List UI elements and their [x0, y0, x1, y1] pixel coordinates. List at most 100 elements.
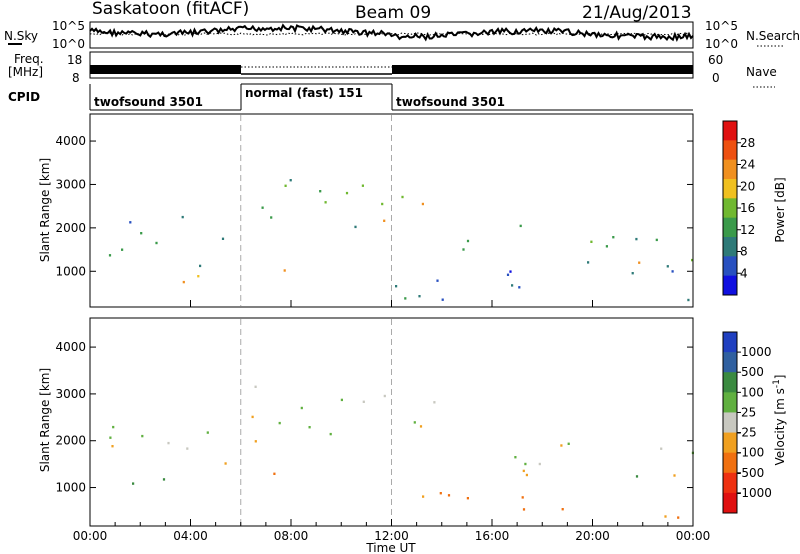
- nave-label: Nave: [746, 65, 777, 79]
- colorbar-tick-label: 500: [741, 365, 764, 379]
- scatter-cell-r5: [519, 224, 522, 228]
- scatter-cell-r5: [660, 447, 663, 450]
- scatter-cell-r0: [224, 462, 227, 465]
- velocity-y-axis: 1000 2000 3000 4000: [55, 340, 693, 495]
- scatter-cell-r7: [521, 496, 524, 499]
- scatter-cell-r1: [182, 280, 185, 284]
- scatter-cell-r7: [404, 297, 407, 300]
- scatter-cell-r7: [522, 508, 526, 511]
- scatter-cell-r0: [141, 434, 144, 438]
- scatter-cell-r0: [199, 264, 202, 268]
- scatter-cell-r7: [506, 273, 510, 276]
- y-tick-label: 2000: [55, 434, 86, 448]
- colorbar-tick-label: 100: [741, 385, 764, 399]
- cpid-label: CPID: [8, 90, 40, 104]
- colorbar-tick-label: 24: [740, 158, 755, 172]
- scatter-cell-r4: [383, 394, 386, 398]
- scatter-cell-r7: [677, 516, 680, 519]
- scatter-cell-r5: [590, 240, 593, 243]
- beam-label: Beam 09: [355, 3, 431, 23]
- scatter-cell-r7: [422, 495, 425, 498]
- scatter-cell-r7: [687, 298, 690, 302]
- colorbar-swatch: [723, 121, 737, 141]
- scatter-cell-r0: [181, 215, 184, 219]
- x-tick-label: 00:00: [676, 529, 711, 543]
- scatter-cell-r3: [283, 269, 286, 272]
- velocity-colorbar: 1000 500 100 25 -25 -100 -500 -1000: [722, 331, 772, 514]
- scatter-cell-r5: [524, 462, 527, 466]
- scatter-cell-r0: [221, 237, 225, 240]
- colorbar-tick-label: -500: [737, 466, 764, 480]
- scatter-cell-r2: [261, 206, 264, 209]
- scatter-cell-r0: [140, 232, 143, 235]
- scatter-cell-r7: [666, 265, 669, 268]
- date-label: 21/Aug/2013: [582, 3, 692, 23]
- scatter-cell-r5: [466, 239, 470, 243]
- nsky-left-tick-top: 10^5: [52, 19, 85, 33]
- cpid-segment-1: twofsound 3501: [94, 95, 203, 109]
- colorbar-swatch: [723, 179, 737, 199]
- scatter-cell-r1: [162, 478, 166, 481]
- scatter-cell-r4: [413, 421, 416, 424]
- scatter-cell-r4: [433, 401, 436, 404]
- colorbar-tick-label: -1000: [737, 486, 772, 500]
- scatter-cell-r7: [509, 270, 512, 273]
- colorbar-swatch: [723, 140, 737, 161]
- scatter-cell-r5: [605, 245, 608, 248]
- cpid-segment-3: twofsound 3501: [396, 95, 505, 109]
- velocity-ylabel: Slant Range [km]: [38, 368, 52, 472]
- colorbar-swatch: [723, 332, 737, 353]
- scatter-cell-r5: [635, 237, 638, 241]
- scatter-cell-r2: [278, 421, 281, 425]
- scatter-cell-r7: [447, 494, 451, 497]
- scatter-cell-r4: [381, 202, 384, 206]
- colorbar-swatch: [723, 452, 737, 474]
- freq-label: Freq.: [14, 52, 44, 66]
- scatter-cell-r5: [655, 238, 658, 242]
- scatter-cell-r7: [466, 497, 469, 500]
- scatter-cell-r0: [111, 445, 114, 448]
- scatter-cell-r1: [197, 275, 200, 278]
- nsky-trace: [89, 23, 694, 43]
- x-tick-label: 20:00: [575, 529, 610, 543]
- cpid-segment-2: normal (fast) 151: [245, 86, 363, 100]
- scatter-cell-r7: [418, 295, 421, 298]
- colorbar-swatch: [723, 275, 737, 296]
- scatter-cell-r5: [673, 474, 676, 477]
- freq-band-1: [90, 65, 241, 74]
- scatter-cell-r2: [284, 184, 287, 187]
- colorbar-swatch: [723, 217, 737, 238]
- scatter-cell-r7: [671, 270, 674, 273]
- cpid-panel: CPID twofsound 3501 normal (fast) 151 tw…: [8, 83, 693, 111]
- nsearch-label: N.Search: [746, 29, 800, 43]
- nsearch-trace: [89, 32, 694, 36]
- scatter-cell-r4: [383, 219, 386, 222]
- scatter-cell-r3: [273, 472, 276, 475]
- scatter-cell-r6: [635, 475, 639, 478]
- power-y-axis: 1000 2000 3000 4000: [55, 134, 693, 278]
- scatter-cell-r5: [514, 456, 517, 459]
- colorbar-tick-label: 28: [740, 136, 755, 150]
- scatter-cell-r7: [439, 492, 442, 495]
- freq-unit-label: [MHz]: [8, 65, 43, 79]
- scatter-cell-r2: [354, 225, 357, 229]
- scatter-cell-r5: [612, 236, 615, 239]
- colorbar-tick-label: -100: [737, 446, 764, 460]
- scatter-cell-r5: [538, 462, 541, 466]
- scatter-cell-r0: [121, 248, 124, 251]
- y-tick-label: 3000: [55, 387, 86, 401]
- scatter-cell-r0: [108, 254, 112, 257]
- colorbar-swatch: [723, 159, 737, 180]
- plot-title: Saskatoon (fitACF): [92, 0, 249, 19]
- colorbar-tick-label: 20: [740, 179, 755, 193]
- velocity-panel: 1000 2000 3000 4000 Slant Range [km] 1000 50…: [38, 317, 787, 527]
- scatter-cell-r0: [109, 436, 112, 439]
- x-tick-label: 04:00: [173, 529, 208, 543]
- colorbar-swatch: [723, 432, 737, 454]
- scatter-cell-r2: [254, 440, 257, 443]
- scatter-cell-r2: [362, 400, 365, 403]
- scatter-cell-r7: [511, 284, 514, 287]
- colorbar-swatch: [723, 492, 737, 514]
- freq-right-tick-top: 60: [708, 53, 723, 67]
- scatter-cell-r5: [560, 444, 563, 447]
